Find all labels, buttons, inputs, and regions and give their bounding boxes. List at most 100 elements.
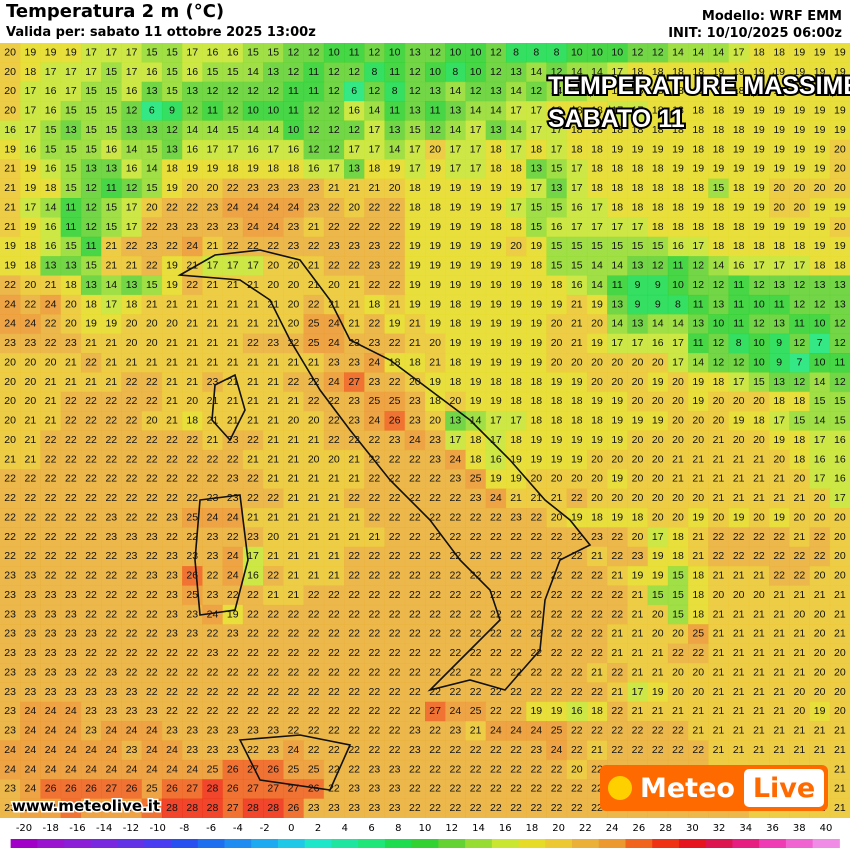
temp-value: 17 bbox=[530, 124, 542, 136]
temp-value: 13 bbox=[530, 163, 542, 175]
temp-value: 22 bbox=[530, 783, 542, 795]
temp-value: 20 bbox=[126, 318, 138, 330]
temp-value: 21 bbox=[247, 453, 259, 465]
temp-value: 22 bbox=[591, 647, 603, 659]
temp-value: 23 bbox=[227, 221, 239, 233]
temp-value: 22 bbox=[409, 686, 421, 698]
temp-value: 21 bbox=[794, 492, 806, 504]
temp-value: 27 bbox=[348, 376, 360, 388]
temp-value: 15 bbox=[166, 66, 178, 78]
temp-value: 22 bbox=[429, 608, 441, 620]
temp-cell bbox=[505, 81, 527, 102]
temp-cell bbox=[627, 43, 649, 63]
temp-value: 21 bbox=[632, 705, 644, 717]
temp-value: 12 bbox=[733, 356, 745, 368]
temp-value: 21 bbox=[247, 511, 259, 523]
temp-value: 15 bbox=[85, 105, 97, 117]
temp-value: 21 bbox=[794, 725, 806, 737]
temp-cell bbox=[101, 101, 122, 121]
temp-value: 17 bbox=[126, 66, 138, 78]
temp-value: 20 bbox=[611, 453, 623, 465]
temp-value: 19 bbox=[834, 201, 846, 213]
temp-value: 14 bbox=[450, 85, 462, 97]
temp-value: 24 bbox=[126, 725, 138, 737]
temp-cell bbox=[425, 139, 446, 160]
temp-cell bbox=[526, 120, 547, 141]
temp-value: 20 bbox=[794, 608, 806, 620]
temp-value: 22 bbox=[551, 589, 563, 601]
temp-value: 22 bbox=[267, 492, 279, 504]
temp-value: 23 bbox=[126, 744, 138, 756]
temp-value: 20 bbox=[672, 666, 684, 678]
temp-cell bbox=[485, 101, 507, 121]
temp-value: 23 bbox=[308, 802, 320, 814]
temp-value: 22 bbox=[65, 550, 77, 562]
temp-value: 20 bbox=[814, 628, 826, 640]
temp-value: 22 bbox=[814, 550, 826, 562]
temp-value: 23 bbox=[45, 608, 57, 620]
temp-value: 24 bbox=[25, 783, 37, 795]
temp-value: 17 bbox=[450, 434, 462, 446]
temp-value: 12 bbox=[834, 376, 846, 388]
temp-value: 18 bbox=[692, 124, 704, 136]
temp-value: 20 bbox=[794, 686, 806, 698]
temp-value: 22 bbox=[713, 531, 725, 543]
temp-value: 20 bbox=[733, 589, 745, 601]
temp-value: 15 bbox=[571, 260, 583, 272]
colorbar-label: 6 bbox=[368, 823, 374, 834]
temp-value: 20 bbox=[733, 395, 745, 407]
temp-value: 22 bbox=[288, 686, 300, 698]
temp-value: 18 bbox=[611, 85, 623, 97]
temp-value: 20 bbox=[753, 395, 765, 407]
temp-value: 17 bbox=[65, 66, 77, 78]
temp-value: 20 bbox=[794, 201, 806, 213]
temp-value: 15 bbox=[105, 66, 117, 78]
temp-value: 21 bbox=[713, 608, 725, 620]
temp-value: 21 bbox=[207, 318, 219, 330]
temp-value: 17 bbox=[591, 85, 603, 97]
temp-value: 21 bbox=[207, 240, 219, 252]
temp-cell bbox=[323, 139, 345, 160]
temp-value: 22 bbox=[267, 705, 279, 717]
temp-cell bbox=[769, 81, 790, 102]
temp-value: 21 bbox=[207, 356, 219, 368]
temp-value: 20 bbox=[288, 298, 300, 310]
temp-value: 22 bbox=[166, 434, 178, 446]
temp-value: 22 bbox=[146, 395, 158, 407]
temp-value: 23 bbox=[267, 744, 279, 756]
temp-value: 22 bbox=[389, 260, 401, 272]
temp-value: 14 bbox=[369, 105, 381, 117]
temp-value: 20 bbox=[591, 492, 603, 504]
temp-value: 22 bbox=[389, 744, 401, 756]
temp-value: 15 bbox=[166, 85, 178, 97]
temp-value: 21 bbox=[753, 744, 765, 756]
temp-value: 20 bbox=[308, 453, 320, 465]
temp-cell bbox=[141, 139, 163, 160]
temp-value: 7 bbox=[817, 337, 823, 349]
temp-value: 14 bbox=[692, 46, 704, 58]
temp-value: 14 bbox=[247, 66, 259, 78]
temp-value: 18 bbox=[652, 182, 664, 194]
temp-value: 22 bbox=[65, 395, 77, 407]
temp-value: 22 bbox=[227, 647, 239, 659]
temp-value: 23 bbox=[207, 589, 219, 601]
temp-value: 15 bbox=[611, 240, 623, 252]
temp-value: 21 bbox=[227, 279, 239, 291]
temp-value: 16 bbox=[834, 434, 846, 446]
temp-cell bbox=[404, 62, 426, 83]
temp-value: 24 bbox=[166, 744, 178, 756]
temp-cell bbox=[384, 159, 406, 180]
temp-value: 15 bbox=[227, 124, 239, 136]
temp-value: 18 bbox=[672, 221, 684, 233]
temp-value: 17 bbox=[267, 143, 279, 155]
temp-value: 18 bbox=[692, 143, 704, 155]
colorbar-segment bbox=[117, 839, 145, 848]
temp-cell bbox=[688, 120, 709, 141]
temp-value: 19 bbox=[25, 163, 37, 175]
temp-value: 20 bbox=[632, 453, 644, 465]
temp-cell bbox=[202, 101, 224, 121]
temp-value: 12 bbox=[369, 46, 381, 58]
temp-value: 19 bbox=[794, 85, 806, 97]
temp-value: 28 bbox=[247, 802, 259, 814]
temp-value: 22 bbox=[227, 182, 239, 194]
